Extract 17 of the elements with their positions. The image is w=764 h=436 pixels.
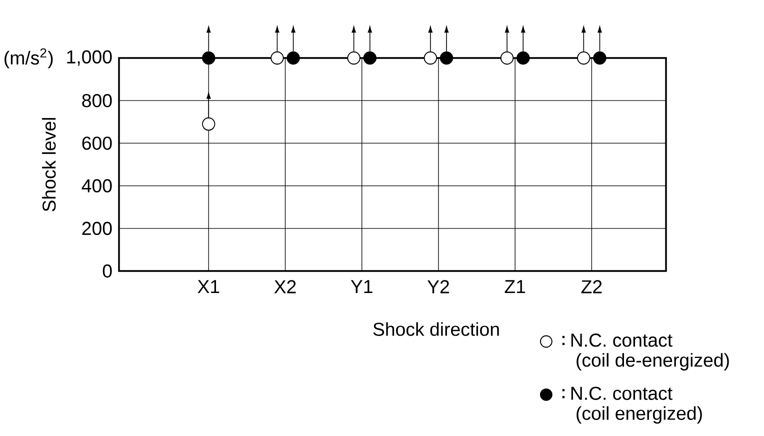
- x-tick-label: X1: [198, 280, 220, 293]
- legend-label: N.C. contact (coil de-energized): [571, 334, 729, 370]
- y-axis-title: Shock level: [42, 118, 56, 212]
- x-tick-label: Z1: [504, 280, 526, 293]
- y-tick-label: 400: [82, 179, 112, 192]
- text: (m/s$^{2}$): [4, 48, 53, 68]
- x-tick-label: Z2: [581, 280, 602, 294]
- x-axis-title: Shock direction: [373, 322, 499, 336]
- x-tick-label: Y1: [350, 280, 372, 293]
- x-tick-label: X2: [274, 280, 296, 294]
- legend-label: N.C. contact (coil energized): [571, 386, 702, 424]
- y-tick-label: 800: [82, 94, 112, 108]
- y-tick-label: 600: [82, 136, 112, 150]
- y-tick-label: 0: [102, 264, 112, 278]
- x-tick-label: Y2: [427, 280, 449, 294]
- y-tick-label: 200: [82, 222, 112, 236]
- y-tick-label: 1,000: [67, 50, 112, 66]
